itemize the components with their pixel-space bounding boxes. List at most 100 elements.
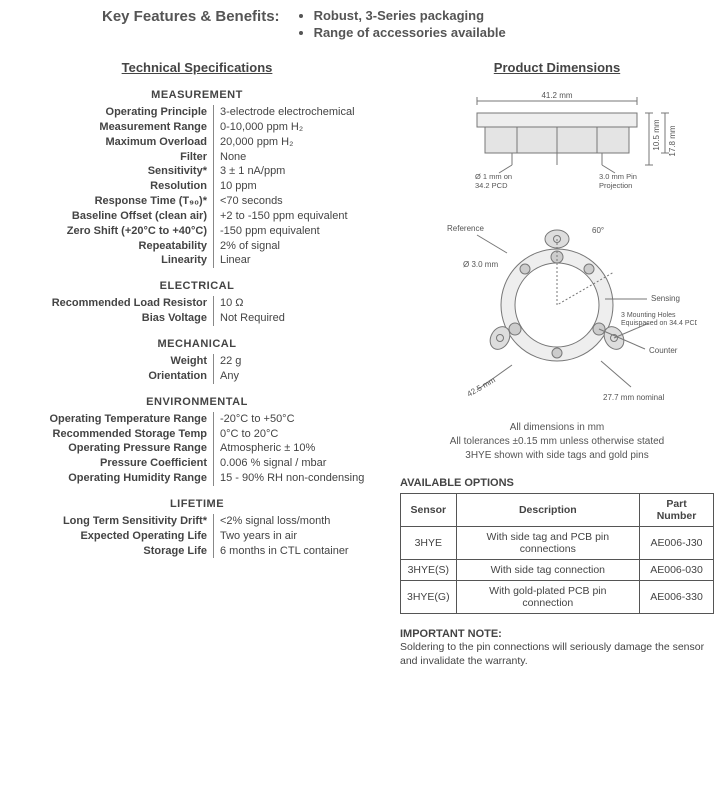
spec-row: Operating Pressure RangeAtmospheric ± 10…: [12, 441, 382, 456]
spec-label: Zero Shift (+20°C to +40°C): [12, 224, 214, 239]
spec-value: -20°C to +50°C: [214, 412, 295, 427]
spec-label: Recommended Storage Temp: [12, 427, 214, 442]
spec-row: Operating Temperature Range-20°C to +50°…: [12, 412, 382, 427]
key-features-label: Key Features & Benefits:: [102, 8, 280, 25]
spec-row: Baseline Offset (clean air)+2 to -150 pp…: [12, 209, 382, 224]
spec-value: Any: [214, 369, 239, 384]
dim-sensing-label: Sensing: [651, 294, 680, 303]
spec-value: 10 ppm: [214, 179, 257, 194]
spec-value: Atmospheric ± 10%: [214, 441, 315, 456]
spec-value: 10 Ω: [214, 296, 244, 311]
spec-label: Baseline Offset (clean air): [12, 209, 214, 224]
options-col-head: Sensor: [401, 494, 457, 527]
dim-counter-label: Counter: [649, 346, 678, 355]
spec-value: 2% of signal: [214, 239, 280, 254]
spec-value: None: [214, 150, 246, 165]
spec-label: Repeatability: [12, 239, 214, 254]
options-cell: 3HYE: [401, 527, 457, 560]
dim-body-height-label: 10.5 mm: [652, 119, 661, 150]
options-cell: With side tag and PCB pin connections: [456, 527, 639, 560]
options-cell: 3HYE(S): [401, 560, 457, 581]
dim-pin-label: Ø 1 mm on34.2 PCD: [475, 172, 512, 190]
spec-value: 0-10,000 ppm H₂: [214, 120, 303, 135]
spec-label: Recommended Load Resistor: [12, 296, 214, 311]
spec-group-head: ELECTRICAL: [12, 280, 382, 292]
product-dimensions-title: Product Dimensions: [400, 60, 714, 75]
spec-label: Measurement Range: [12, 120, 214, 135]
dim-outer-label: 27.7 mm nominal: [603, 393, 665, 402]
spec-label: Operating Principle: [12, 105, 214, 120]
spec-value: 3-electrode electrochemical: [214, 105, 355, 120]
spec-label: Weight: [12, 354, 214, 369]
options-cell: With gold-plated PCB pin connection: [456, 581, 639, 614]
dim-note: All dimensions in mm: [400, 421, 714, 435]
spec-value: Not Required: [214, 311, 285, 326]
benefits-list: Robust, 3-Series packaging Range of acce…: [296, 8, 506, 42]
dim-note: 3HYE shown with side tags and gold pins: [400, 449, 714, 463]
spec-label: Long Term Sensitivity Drift*: [12, 514, 214, 529]
spec-row: Storage Life6 months in CTL container: [12, 544, 382, 559]
spec-label: Bias Voltage: [12, 311, 214, 326]
tech-specs-title: Technical Specifications: [12, 60, 382, 75]
benefit-item: Robust, 3-Series packaging: [314, 8, 506, 23]
dim-angle-label: 60°: [592, 226, 604, 235]
spec-value: <70 seconds: [214, 194, 283, 209]
spec-value: 22 g: [214, 354, 241, 369]
spec-row: Operating Principle3-electrode electroch…: [12, 105, 382, 120]
spec-value: Two years in air: [214, 529, 297, 544]
options-col-head: Part Number: [640, 494, 714, 527]
available-options-head: AVAILABLE OPTIONS: [400, 477, 714, 489]
spec-row: Pressure Coefficient0.006 % signal / mba…: [12, 456, 382, 471]
spec-row: Sensitivity*3 ± 1 nA/ppm: [12, 164, 382, 179]
spec-row: LinearityLinear: [12, 253, 382, 268]
options-cell: With side tag connection: [456, 560, 639, 581]
tech-specs-column: Technical Specifications MEASUREMENT Oper…: [12, 54, 382, 668]
spec-group-head: MECHANICAL: [12, 338, 382, 350]
product-dimensions-column: Product Dimensions: [400, 54, 714, 668]
spec-label: Resolution: [12, 179, 214, 194]
spec-row: Maximum Overload20,000 ppm H₂: [12, 135, 382, 150]
spec-row: Measurement Range0-10,000 ppm H₂: [12, 120, 382, 135]
spec-value: -150 ppm equivalent: [214, 224, 320, 239]
spec-label: Operating Temperature Range: [12, 412, 214, 427]
spec-value: <2% signal loss/month: [214, 514, 330, 529]
spec-value: Linear: [214, 253, 251, 268]
spec-label: Linearity: [12, 253, 214, 268]
spec-row: OrientationAny: [12, 369, 382, 384]
spec-row: Bias VoltageNot Required: [12, 311, 382, 326]
dim-reference-label: Reference: [447, 224, 484, 233]
spec-value: 20,000 ppm H₂: [214, 135, 293, 150]
options-cell: 3HYE(G): [401, 581, 457, 614]
spec-value: 3 ± 1 nA/ppm: [214, 164, 285, 179]
spec-label: Storage Life: [12, 544, 214, 559]
dim-span-label: 42.5 mm: [466, 375, 498, 399]
options-row: 3HYEWith side tag and PCB pin connection…: [401, 527, 714, 560]
spec-value: 0°C to 20°C: [214, 427, 278, 442]
options-cell: AE006-030: [640, 560, 714, 581]
options-cell: AE006-J30: [640, 527, 714, 560]
spec-group-head: LIFETIME: [12, 498, 382, 510]
spec-row: Operating Humidity Range15 - 90% RH non-…: [12, 471, 382, 486]
spec-label: Response Time (T₉₀)*: [12, 194, 214, 209]
spec-row: Repeatability2% of signal: [12, 239, 382, 254]
spec-value: 15 - 90% RH non-condensing: [214, 471, 364, 486]
spec-group-head: MEASUREMENT: [12, 89, 382, 101]
dimension-diagram-plan: Reference 60° Ø 3.0 mm Sensing 3 Mountin…: [417, 205, 697, 415]
header-row: Key Features & Benefits: Robust, 3-Serie…: [12, 8, 714, 42]
spec-label: Filter: [12, 150, 214, 165]
spec-row: Expected Operating LifeTwo years in air: [12, 529, 382, 544]
spec-label: Orientation: [12, 369, 214, 384]
options-col-head: Description: [456, 494, 639, 527]
spec-row: Long Term Sensitivity Drift*<2% signal l…: [12, 514, 382, 529]
spec-row: Resolution10 ppm: [12, 179, 382, 194]
spec-label: Operating Humidity Range: [12, 471, 214, 486]
important-note-body: Soldering to the pin connections will se…: [400, 640, 714, 668]
dim-hole-label: Ø 3.0 mm: [463, 260, 498, 269]
spec-row: Recommended Storage Temp0°C to 20°C: [12, 427, 382, 442]
spec-row: Weight22 g: [12, 354, 382, 369]
dim-total-height-label: 17.8 mm: [668, 125, 677, 156]
spec-row: FilterNone: [12, 150, 382, 165]
dimension-notes: All dimensions in mm All tolerances ±0.1…: [400, 421, 714, 463]
options-table: SensorDescriptionPart Number 3HYEWith si…: [400, 493, 714, 614]
spec-row: Response Time (T₉₀)*<70 seconds: [12, 194, 382, 209]
